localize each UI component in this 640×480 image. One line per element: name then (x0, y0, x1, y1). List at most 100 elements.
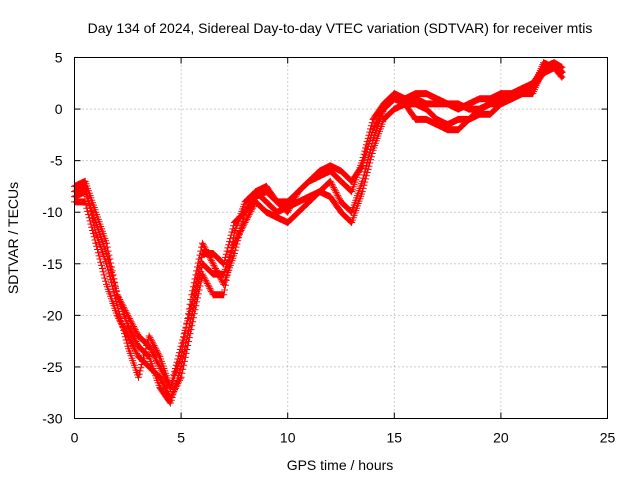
data-point (446, 128, 449, 131)
y-axis-label: SDTVAR / TECUs (5, 182, 21, 294)
x-tick-label: 15 (387, 430, 403, 446)
data-point (382, 102, 385, 106)
data-point (190, 324, 193, 327)
data-point (425, 118, 428, 121)
axis-ticks (74, 57, 608, 419)
data-point (169, 401, 172, 405)
series-3-markers (71, 64, 566, 407)
data-point (339, 169, 343, 173)
data-point (94, 241, 98, 245)
data-point (478, 107, 481, 111)
data-point (489, 102, 492, 106)
data-point (307, 200, 311, 204)
data-point (115, 293, 119, 296)
data-point (105, 241, 108, 245)
data-point (265, 211, 268, 214)
data-point (147, 345, 151, 348)
data-point (137, 345, 140, 348)
data-point (561, 66, 564, 70)
data-point (553, 66, 556, 70)
data-point (339, 200, 343, 204)
data-point (201, 252, 204, 255)
data-point (329, 164, 332, 167)
data-point (318, 174, 321, 178)
data-point (425, 102, 428, 106)
data-point (531, 92, 535, 95)
data-point (393, 92, 396, 95)
data-point (243, 211, 247, 214)
data-point (211, 252, 215, 255)
data-point (371, 128, 375, 131)
data-point (307, 195, 311, 198)
data-point (233, 241, 236, 245)
data-point (339, 211, 343, 214)
data-point (126, 324, 129, 327)
data-point (499, 97, 503, 100)
data-point (403, 97, 407, 100)
data-point (286, 205, 289, 209)
data-point (350, 221, 353, 224)
y-tick-label: 5 (55, 50, 63, 66)
data-point (201, 272, 204, 276)
data-point (254, 190, 257, 193)
data-point (179, 365, 183, 369)
chart-title: Day 134 of 2024, Sidereal Day-to-day VTE… (88, 20, 593, 36)
data-point (137, 334, 140, 338)
data-point (233, 221, 236, 224)
data-point (403, 102, 407, 106)
data-point (158, 386, 161, 389)
data-point (137, 376, 140, 379)
data-point (286, 200, 289, 204)
y-tick-label: -30 (42, 411, 62, 427)
data-point (201, 241, 204, 245)
data-point (286, 221, 289, 224)
data-point (94, 211, 98, 214)
data-point (542, 66, 545, 70)
data-point (115, 314, 119, 317)
data-point (478, 113, 481, 116)
x-tick-label: 20 (493, 430, 509, 446)
y-tick-label: -25 (42, 359, 62, 375)
data-point (414, 97, 417, 100)
x-axis-label: GPS time / hours (287, 457, 394, 473)
data-point (478, 97, 481, 100)
data-point (265, 200, 268, 204)
x-tick-label: 10 (280, 430, 296, 446)
data-point (350, 190, 353, 193)
x-tick-label: 25 (600, 430, 616, 446)
data-point (329, 180, 332, 183)
plot-frame (74, 57, 608, 419)
data-point (393, 97, 396, 100)
data-point (126, 334, 129, 338)
data-point (499, 102, 503, 106)
data-point (329, 195, 332, 198)
data-point (435, 97, 439, 100)
data-point (425, 92, 428, 95)
data-point (158, 365, 161, 369)
data-point (510, 92, 513, 95)
data-point (307, 180, 311, 183)
data-point (297, 190, 300, 193)
data-point (211, 262, 215, 265)
data-point (297, 200, 300, 204)
data-point (169, 386, 172, 389)
data-point (158, 355, 161, 358)
data-point (561, 71, 564, 75)
y-tick-label: -5 (50, 153, 63, 169)
data-point (222, 272, 225, 276)
data-point (275, 216, 279, 219)
data-point (243, 221, 247, 224)
data-point (275, 211, 279, 214)
data-point (275, 200, 279, 204)
x-tick-label: 0 (71, 430, 79, 446)
data-point (542, 61, 545, 64)
data-points (71, 59, 566, 407)
data-point (126, 314, 129, 317)
y-tick-label: -10 (42, 204, 62, 220)
data-point (446, 123, 449, 126)
data-point (457, 107, 460, 111)
data-point (211, 293, 215, 296)
data-point (265, 185, 268, 188)
x-tick-label: 5 (177, 430, 185, 446)
